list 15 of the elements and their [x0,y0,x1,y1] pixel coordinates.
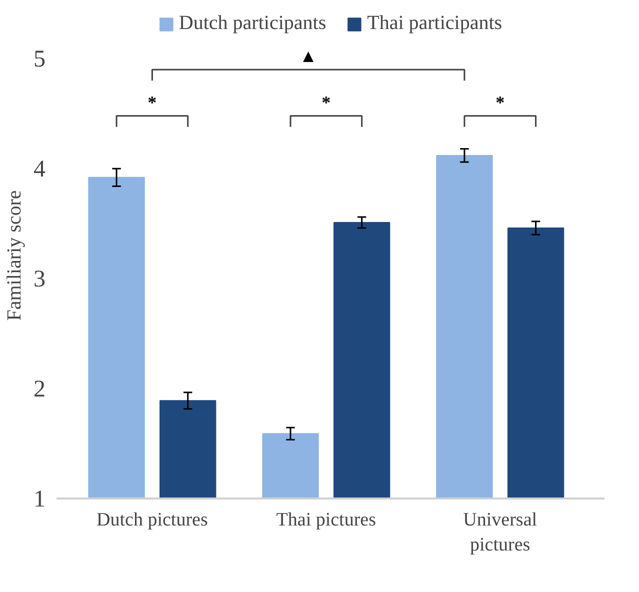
x-tick-label: Universal pictures [463,510,538,556]
y-tick-label: 2 [34,376,46,403]
annotation: * [148,92,157,112]
y-tick-label: 4 [34,156,46,183]
legend-label: Thai participants [367,12,502,35]
legend-label: Dutch participants [178,12,326,35]
x-tick-label: Thai pictures [276,510,376,530]
annotation: ▲ [299,46,318,66]
y-tick-label: 1 [34,486,46,512]
annotation: * [496,92,505,112]
annotation: * [322,92,331,112]
x-tick-label: Dutch pictures [96,510,208,530]
y-tick-label: 3 [34,266,46,293]
y-tick-label: 5 [34,46,46,73]
y-axis-title: Familiariy score [4,190,26,321]
